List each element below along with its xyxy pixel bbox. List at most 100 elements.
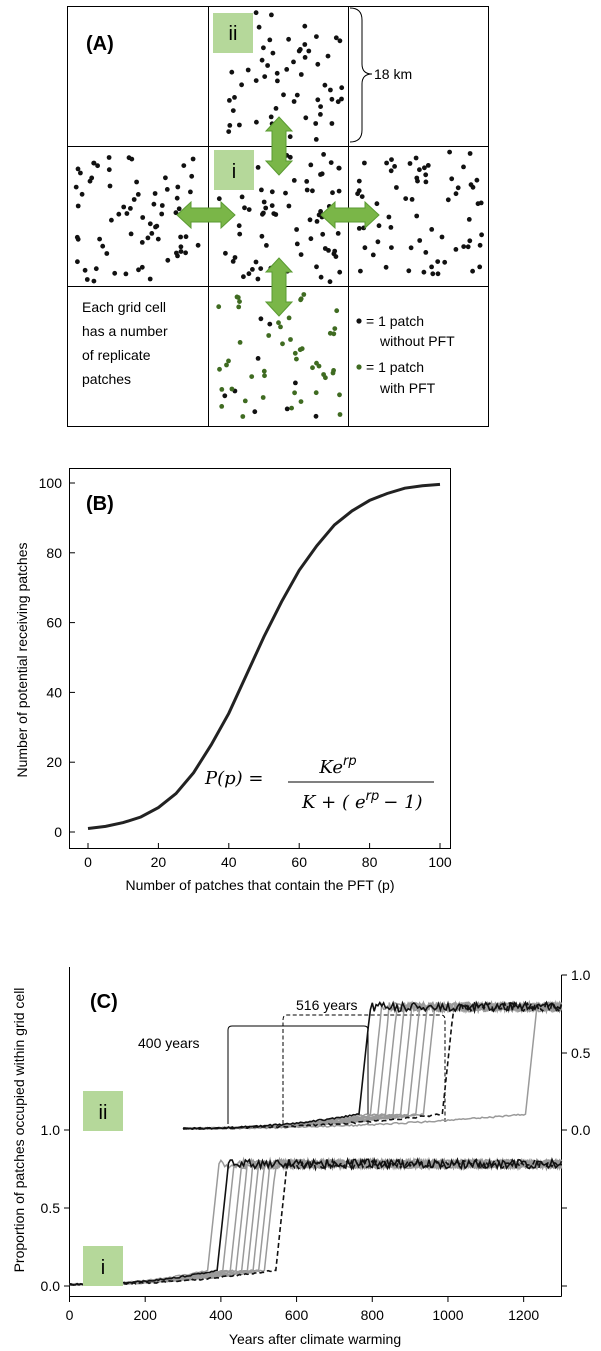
patch-dot-without-pft xyxy=(470,268,475,274)
arrow-left-right-right xyxy=(320,200,380,230)
distance-label: 18 km xyxy=(374,66,412,82)
patch-dot-without-pft xyxy=(265,63,270,68)
patch-dot-without-pft xyxy=(112,270,118,276)
patch-dot-without-pft xyxy=(223,250,228,256)
panel-c-caption: (C) xyxy=(90,991,118,1013)
patch-dot-without-pft xyxy=(75,236,81,242)
patch-dot-without-pft xyxy=(89,175,95,181)
panel-b: (B) 0 20 40 60 80 100 0 20 40 60 80 100 Number of p… xyxy=(14,468,452,893)
panel-c-xtick-label: 1200 xyxy=(508,1307,539,1323)
panel-c: (C) 0 200 400 600 800 1000 1200 0.0 0.5 1.0 0.0 0.5… xyxy=(11,967,591,1347)
subplot-label-i: i xyxy=(83,1246,123,1286)
grid-text-line-3: of replicate xyxy=(82,347,151,363)
patch-dot-with-pft xyxy=(301,292,307,297)
patch-dot-without-pft xyxy=(477,264,483,270)
patch-dot-without-pft xyxy=(93,266,99,272)
patch-dot-without-pft xyxy=(466,217,472,222)
patch-dot-without-pft xyxy=(328,87,333,93)
patch-dot-without-pft xyxy=(442,259,448,265)
patch-dot-without-pft xyxy=(314,264,319,270)
patch-dot-without-pft xyxy=(291,99,297,104)
patch-dot-without-pft xyxy=(128,231,134,237)
patch-dot-with-pft xyxy=(276,320,281,326)
legend-without-line-1: = 1 patch xyxy=(366,313,424,329)
patch-dot-without-pft xyxy=(388,225,394,230)
panel-b-plot-frame xyxy=(69,468,451,849)
patch-dot-without-pft xyxy=(134,179,140,185)
cell-label-i-box xyxy=(214,150,254,190)
patch-dot-without-pft xyxy=(461,244,467,250)
panel-b-ytick-label: 80 xyxy=(46,545,62,561)
panel-c-xlabel: Years after climate warming xyxy=(229,1331,401,1347)
annotation-516-label: 516 years xyxy=(296,997,357,1013)
occupancy-curve-ii xyxy=(183,1000,563,1130)
patch-dot-without-pft xyxy=(104,251,110,256)
occupancy-curve-ii xyxy=(182,1000,563,1130)
patch-dot-with-pft xyxy=(261,368,267,374)
patch-dot-without-pft xyxy=(270,50,276,56)
patch-dot-with-pft xyxy=(337,412,343,417)
patch-dot-without-pft xyxy=(124,211,130,216)
patch-dot-without-pft xyxy=(250,267,255,272)
patch-dot-without-pft xyxy=(333,35,339,41)
patch-dot-with-pft xyxy=(237,299,242,304)
patch-dot-without-pft xyxy=(216,196,222,202)
panel-c-left-ytick-label: 1.0 xyxy=(41,1122,61,1138)
patch-dot-without-pft xyxy=(394,185,399,190)
panel-b-ylabel: Number of potential receiving patches xyxy=(14,542,30,777)
patch-dot-without-pft xyxy=(259,57,265,63)
patch-dot-without-pft xyxy=(121,204,127,210)
patch-dot-with-pft xyxy=(234,294,240,300)
distance-brace xyxy=(349,7,373,143)
occupancy-curve-i xyxy=(69,1156,563,1286)
patch-dot-without-pft xyxy=(267,37,273,43)
patch-dot-without-pft xyxy=(226,129,232,135)
patch-dot-without-pft xyxy=(232,255,238,260)
patch-dot-without-pft xyxy=(423,172,429,178)
patch-dot-without-pft xyxy=(100,243,106,249)
panel-a-caption: (A) xyxy=(86,33,114,55)
patch-dot-without-pft xyxy=(318,104,323,109)
patch-dot-without-pft xyxy=(136,267,141,273)
patch-dot-without-pft xyxy=(116,211,122,217)
occupancy-curve-ii xyxy=(182,999,563,1130)
patch-dot-without-pft xyxy=(284,406,290,412)
patch-dot-without-pft xyxy=(375,239,381,245)
patch-dot-without-pft xyxy=(155,236,161,242)
patch-dot-without-pft xyxy=(163,175,168,181)
patch-dot-without-pft xyxy=(336,188,342,194)
patch-dot-without-pft xyxy=(330,190,335,196)
patch-dot-with-pft xyxy=(313,390,319,396)
panel-b-ytick-label: 60 xyxy=(46,615,62,631)
patch-dot-without-pft xyxy=(183,250,189,256)
grid-outline xyxy=(67,6,489,427)
panel-b-ytick-label: 100 xyxy=(39,475,63,491)
cell-label-ii: ii xyxy=(213,13,253,53)
equation-lhs: P(p) = xyxy=(204,768,263,789)
patch-dot-without-pft xyxy=(291,59,296,65)
patch-dot-without-pft xyxy=(222,393,228,399)
occupancy-curve-i xyxy=(69,1157,563,1287)
patch-dot-without-pft xyxy=(302,42,308,47)
patch-dot-without-pft xyxy=(310,188,315,194)
patch-dot-without-pft xyxy=(268,114,274,120)
patch-dot-with-pft xyxy=(331,331,337,337)
patch-dot-with-pft xyxy=(278,324,283,330)
patch-dot-without-pft xyxy=(318,172,323,177)
patch-dot-without-pft xyxy=(478,200,484,206)
patch-dot-without-pft xyxy=(237,231,243,237)
patch-dot-without-pft xyxy=(414,213,420,219)
patch-dot-without-pft xyxy=(264,243,269,248)
patch-dot-without-pft xyxy=(362,160,367,166)
annotation-400-bracket xyxy=(227,1025,369,1124)
patch-dot-without-pft xyxy=(254,119,259,125)
patch-dot-without-pft xyxy=(190,156,196,162)
legend-without-line-2: without PFT xyxy=(379,333,455,349)
patch-dot-without-pft xyxy=(294,241,300,247)
patch-dot-without-pft xyxy=(303,115,309,121)
patch-dot-without-pft xyxy=(320,231,326,237)
occupancy-curve-ii xyxy=(182,1000,563,1130)
patch-dot-without-pft xyxy=(308,162,314,168)
patch-dot-without-pft xyxy=(227,123,233,128)
patch-dot-without-pft xyxy=(388,168,394,174)
